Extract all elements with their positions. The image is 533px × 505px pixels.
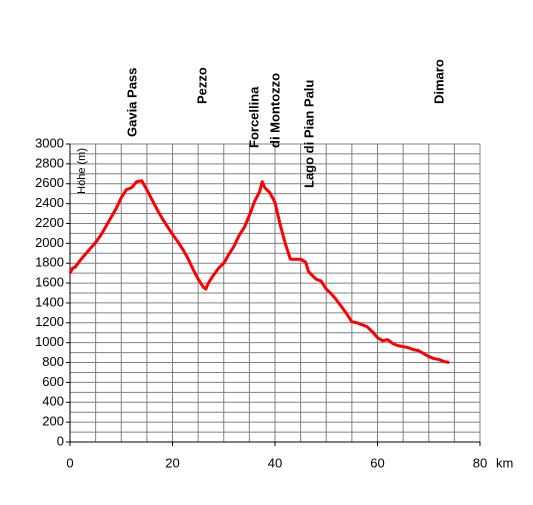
place-label: Forcellina [246, 86, 261, 148]
y-tick-label: 1000 [35, 334, 64, 349]
y-tick-label: 600 [42, 374, 64, 389]
x-tick-label: 60 [370, 455, 384, 470]
y-axis-label: Höhe (m) [76, 148, 88, 194]
place-label: Dimaro [431, 59, 446, 104]
x-axis-label: km [496, 455, 513, 470]
x-tick-label: 0 [66, 455, 73, 470]
elevation-line [68, 179, 450, 365]
place-label: Lago di Pian Palu [301, 80, 316, 188]
place-label: Pezzo [194, 67, 209, 104]
y-tick-label: 800 [42, 354, 64, 369]
y-tick-label: 1600 [35, 275, 64, 290]
y-tick-label: 0 [57, 433, 64, 448]
y-tick-label: 2800 [35, 155, 64, 170]
y-tick-label: 1800 [35, 255, 64, 270]
y-tick-label: 3000 [35, 135, 64, 150]
y-tick-label: 2200 [35, 215, 64, 230]
place-label: di Montozzo [267, 73, 282, 148]
y-tick-label: 200 [42, 414, 64, 429]
x-tick-label: 80 [473, 455, 487, 470]
y-tick-label: 400 [42, 394, 64, 409]
y-tick-label: 2000 [35, 235, 64, 250]
x-tick-label: 40 [268, 455, 282, 470]
y-tick-label: 1200 [35, 314, 64, 329]
x-tick-label: 20 [165, 455, 179, 470]
y-tick-label: 1400 [35, 294, 64, 309]
y-tick-label: 2600 [35, 175, 64, 190]
y-tick-label: 2400 [35, 195, 64, 210]
place-label: Gavia Pass [124, 68, 139, 137]
